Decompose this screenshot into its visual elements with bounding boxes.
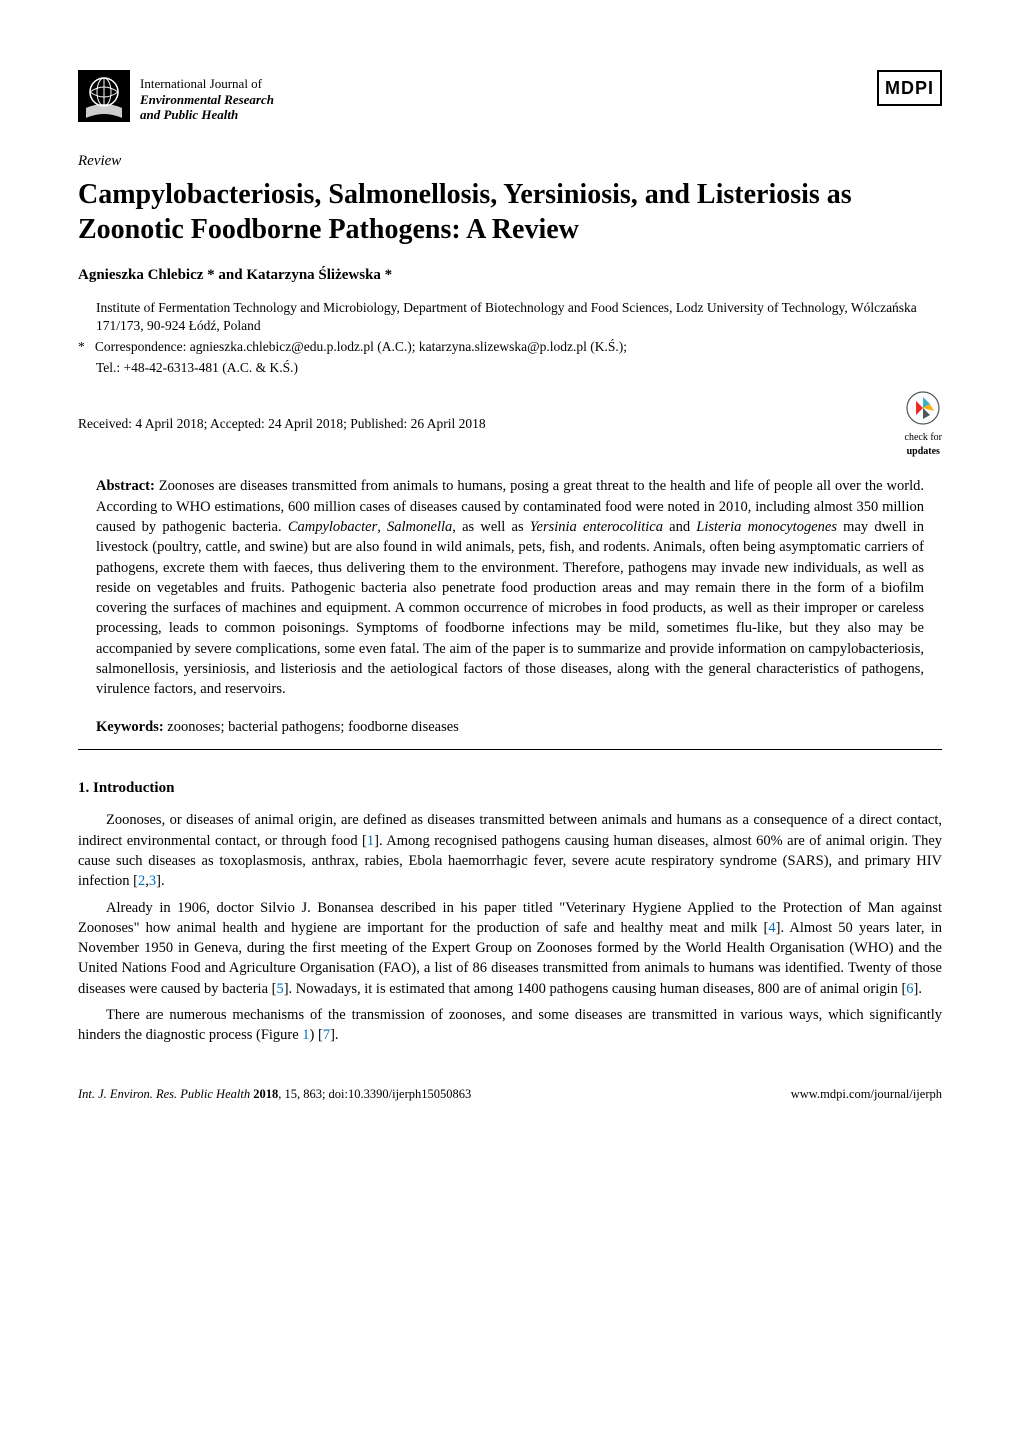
citation-5[interactable]: 5 <box>276 981 283 997</box>
abstract-sep-3: and <box>663 519 696 535</box>
journal-line2: Environmental Research <box>140 92 274 108</box>
abstract-italic-1: Campylobacter <box>288 519 377 535</box>
p3-text-b: ) [ <box>310 1027 323 1043</box>
section-heading-intro: 1. Introduction <box>78 778 942 798</box>
abstract-sep-1: , <box>377 519 387 535</box>
journal-line1: International Journal of <box>140 76 274 92</box>
section-divider <box>78 749 942 750</box>
footer-year: 2018 <box>253 1087 278 1101</box>
abstract-italic-4: Listeria monocytogenes <box>696 519 837 535</box>
intro-para-3: There are numerous mechanisms of the tra… <box>78 1005 942 1046</box>
telephone: Tel.: +48-42-6313-481 (A.C. & K.Ś.) <box>78 359 942 377</box>
abstract: Abstract: Zoonoses are diseases transmit… <box>96 476 924 699</box>
correspondence: * Correspondence: agnieszka.chlebicz@edu… <box>78 338 942 356</box>
keywords-label: Keywords: <box>96 719 164 735</box>
ijerph-logo-icon <box>78 70 130 122</box>
crossref-check-icon <box>906 391 940 425</box>
intro-para-1: Zoonoses, or diseases of animal origin, … <box>78 810 942 891</box>
abstract-sep-2: , as well as <box>452 519 530 535</box>
check-updates-label1: check for <box>905 431 942 445</box>
check-updates-label2: updates <box>905 445 942 459</box>
p2-text-d: ]. <box>914 981 922 997</box>
journal-line3: and Public Health <box>140 107 274 123</box>
abstract-italic-3: Yersinia enterocolitica <box>530 519 663 535</box>
figure-ref-1[interactable]: 1 <box>302 1027 309 1043</box>
abstract-text-2: may dwell in livestock (poultry, cattle,… <box>96 519 924 697</box>
article-title: Campylobacteriosis, Salmonellosis, Yersi… <box>78 177 942 247</box>
p1-text-c: ]. <box>156 873 164 889</box>
citation-7[interactable]: 7 <box>323 1027 330 1043</box>
citation-6[interactable]: 6 <box>906 981 913 997</box>
correspondence-text: Correspondence: agnieszka.chlebicz@edu.p… <box>95 339 627 354</box>
citation-4[interactable]: 4 <box>768 920 775 936</box>
footer-doi: , 15, 863; doi:10.3390/ijerph15050863 <box>278 1087 471 1101</box>
article-type: Review <box>78 151 942 171</box>
page-header: International Journal of Environmental R… <box>78 70 942 123</box>
journal-name: International Journal of Environmental R… <box>140 70 274 123</box>
article-dates: Received: 4 April 2018; Accepted: 24 Apr… <box>78 415 486 433</box>
dates-row: Received: 4 April 2018; Accepted: 24 Apr… <box>78 391 942 459</box>
keywords: Keywords: zoonoses; bacterial pathogens;… <box>96 718 924 738</box>
abstract-label: Abstract: <box>96 478 155 494</box>
authors: Agnieszka Chlebicz * and Katarzyna Śliże… <box>78 265 942 285</box>
p3-text-c: ]. <box>330 1027 338 1043</box>
page-footer: Int. J. Environ. Res. Public Health 2018… <box>78 1080 942 1103</box>
p2-text-c: ]. Nowadays, it is estimated that among … <box>284 981 907 997</box>
affiliation: Institute of Fermentation Technology and… <box>96 299 942 334</box>
intro-para-2: Already in 1906, doctor Silvio J. Bonans… <box>78 898 942 999</box>
correspondence-star: * <box>78 339 85 354</box>
journal-brand: International Journal of Environmental R… <box>78 70 274 123</box>
check-for-updates[interactable]: check for updates <box>905 391 942 459</box>
footer-citation: Int. J. Environ. Res. Public Health 2018… <box>78 1086 471 1103</box>
footer-url: www.mdpi.com/journal/ijerph <box>791 1086 942 1103</box>
p3-text-a: There are numerous mechanisms of the tra… <box>78 1007 942 1043</box>
keywords-text: zoonoses; bacterial pathogens; foodborne… <box>164 719 459 735</box>
mdpi-logo: MDPI <box>877 70 942 106</box>
footer-journal: Int. J. Environ. Res. Public Health <box>78 1087 253 1101</box>
abstract-italic-2: Salmonella <box>387 519 452 535</box>
